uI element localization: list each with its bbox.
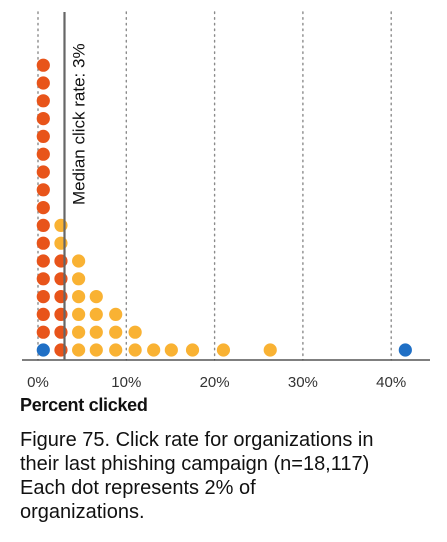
dot-col3-2 bbox=[89, 307, 103, 321]
caption-line-2: their last phishing campaign (n=18,117) bbox=[20, 453, 370, 475]
dot-col4-2 bbox=[109, 307, 123, 321]
dot-col0-11 bbox=[36, 147, 50, 161]
dot-col0-9 bbox=[36, 183, 50, 197]
dot-col0-14 bbox=[36, 94, 50, 108]
caption-line-1: Figure 75. Click rate for organizations … bbox=[20, 429, 374, 451]
x-tick-label: 10% bbox=[111, 374, 141, 391]
dot-col0-15 bbox=[36, 76, 50, 90]
dot-col2-0 bbox=[72, 343, 86, 357]
dot-col0-13 bbox=[36, 112, 50, 126]
dot-col8-0 bbox=[185, 343, 200, 357]
dot-col3-3 bbox=[89, 290, 103, 304]
dot-col4-0 bbox=[109, 343, 123, 357]
x-tick-label: 20% bbox=[200, 374, 230, 391]
dot-col5-0 bbox=[128, 343, 142, 357]
dot-col0-4 bbox=[36, 272, 50, 286]
dot-col5-1 bbox=[128, 325, 142, 339]
dot-col2-2 bbox=[72, 307, 86, 321]
dot-col0-5 bbox=[36, 254, 50, 268]
dot-col0-2 bbox=[36, 307, 50, 321]
x-tick-label: 30% bbox=[288, 374, 318, 391]
dot-col0-16 bbox=[36, 58, 50, 72]
dot-col2-1 bbox=[72, 325, 86, 339]
x-tick-label: 0% bbox=[27, 374, 49, 391]
dot-col9-0 bbox=[216, 343, 231, 357]
caption-line-4: organizations. bbox=[20, 501, 145, 523]
dot-col0-7 bbox=[36, 218, 50, 232]
dot-col2-4 bbox=[72, 272, 86, 286]
x-axis-title: Percent clicked bbox=[20, 395, 148, 415]
dot-col6-0 bbox=[147, 343, 161, 357]
dot-col0-0 bbox=[36, 343, 50, 357]
caption-line-3: Each dot represents 2% of bbox=[20, 477, 256, 499]
dot-col2-5 bbox=[72, 254, 86, 268]
dot-col0-12 bbox=[36, 129, 50, 143]
dot-col0-10 bbox=[36, 165, 50, 179]
dot-col7-0 bbox=[164, 343, 178, 357]
dot-col3-1 bbox=[89, 325, 103, 339]
x-tick-label: 40% bbox=[376, 374, 406, 391]
dot-col0-1 bbox=[36, 325, 50, 339]
dot-col4-1 bbox=[109, 325, 123, 339]
median-label: Median click rate: 3% bbox=[69, 43, 88, 205]
dot-col0-3 bbox=[36, 290, 50, 304]
figure-caption: Figure 75. Click rate for organizations … bbox=[20, 428, 430, 524]
dot-col3-0 bbox=[89, 343, 103, 357]
dot-col2-3 bbox=[72, 290, 86, 304]
dot-plot: 0% 10% 20% 30% 40% Median click rate: 3% bbox=[22, 11, 430, 391]
dot-col0-8 bbox=[36, 201, 50, 215]
dot-col10-0 bbox=[263, 343, 277, 357]
dot-col11-0 bbox=[398, 343, 412, 357]
dot-col0-6 bbox=[36, 236, 50, 250]
